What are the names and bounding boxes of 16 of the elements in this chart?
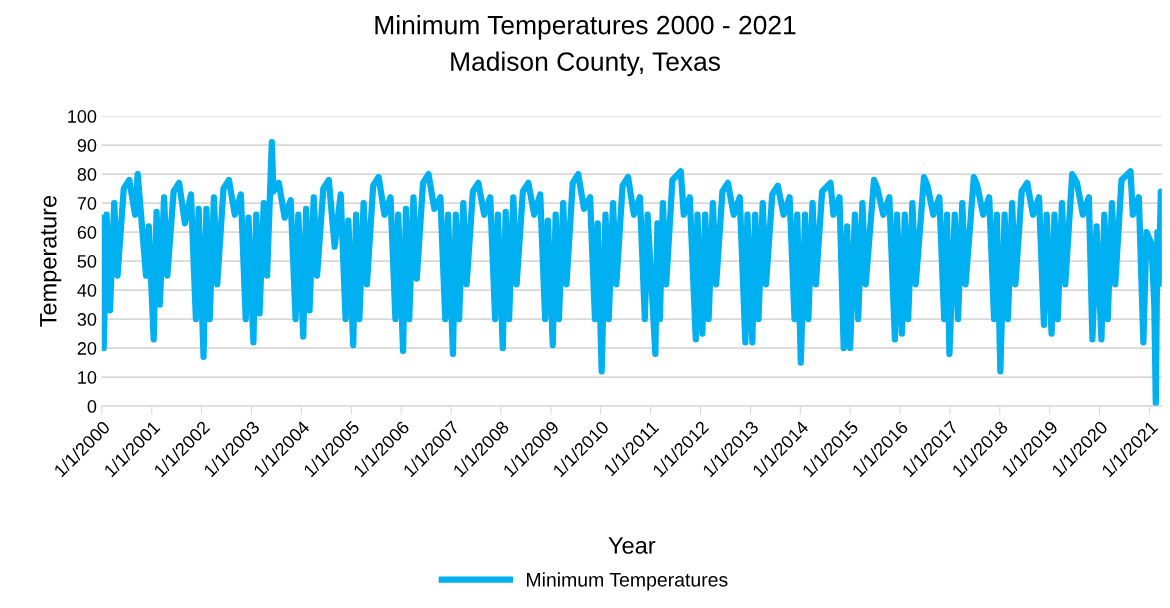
y-tick-label: 80	[77, 168, 97, 181]
y-tick-label: 0	[87, 400, 97, 413]
legend-label: Minimum Temperatures	[527, 572, 728, 591]
x-axis-title: Year	[608, 537, 656, 554]
y-axis-title: Temperature	[40, 195, 62, 327]
y-tick-label: 50	[77, 255, 97, 268]
chart-title: Minimum Temperatures 2000 - 2021	[375, 15, 796, 40]
y-tick-label: 90	[77, 139, 97, 152]
y-tick-label: 70	[77, 197, 97, 210]
y-tick-label: 40	[77, 284, 97, 297]
y-tick-label: 60	[77, 226, 97, 239]
chart-subtitle: Madison County, Texas	[451, 51, 720, 77]
y-tick-label: 20	[77, 342, 97, 355]
y-tick-label: 100	[68, 110, 97, 123]
y-tick-label: 30	[77, 313, 97, 326]
y-tick-label: 10	[78, 371, 97, 384]
